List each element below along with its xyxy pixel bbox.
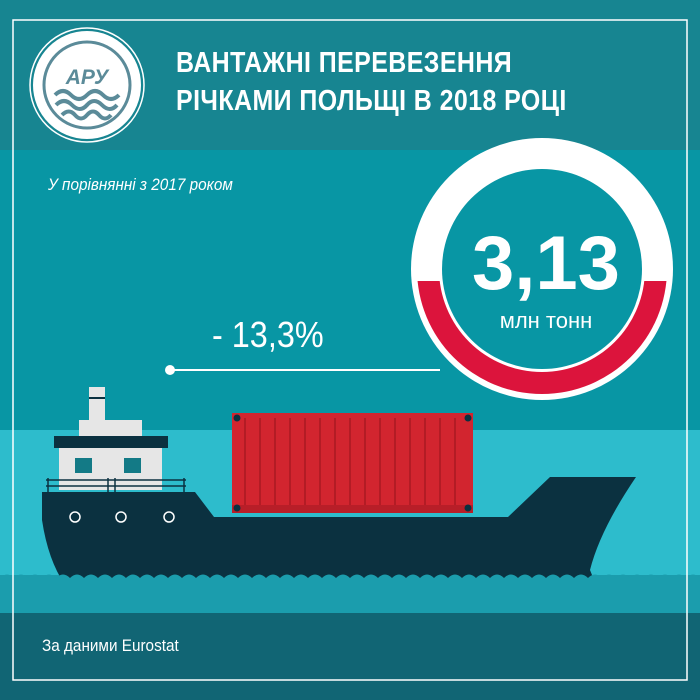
- change-percent: - 13,3%: [212, 314, 324, 355]
- waves: [0, 574, 700, 585]
- connector-line: [165, 365, 440, 375]
- cargo-unit: млн тонн: [499, 308, 593, 333]
- title-line-2: РІЧКАМИ ПОЛЬЩІ В 2018 РОЦІ: [176, 85, 567, 117]
- cargo-value: 3,13: [472, 221, 620, 306]
- svg-text:АРУ: АРУ: [65, 66, 110, 89]
- polish-flag-ring: [411, 138, 673, 400]
- footer-band: [0, 613, 700, 700]
- comparison-label: У порівнянні з 2017 роком: [48, 175, 233, 194]
- ship-illustration: [42, 387, 636, 585]
- page-title: ВАНТАЖНІ ПЕРЕВЕЗЕННЯ РІЧКАМИ ПОЛЬЩІ В 20…: [176, 44, 567, 120]
- aru-logo: АРУ: [29, 27, 145, 143]
- title-line-1: ВАНТАЖНІ ПЕРЕВЕЗЕННЯ: [176, 47, 513, 79]
- frame-border: [12, 19, 688, 681]
- source-note: За даними Eurostat: [42, 636, 179, 655]
